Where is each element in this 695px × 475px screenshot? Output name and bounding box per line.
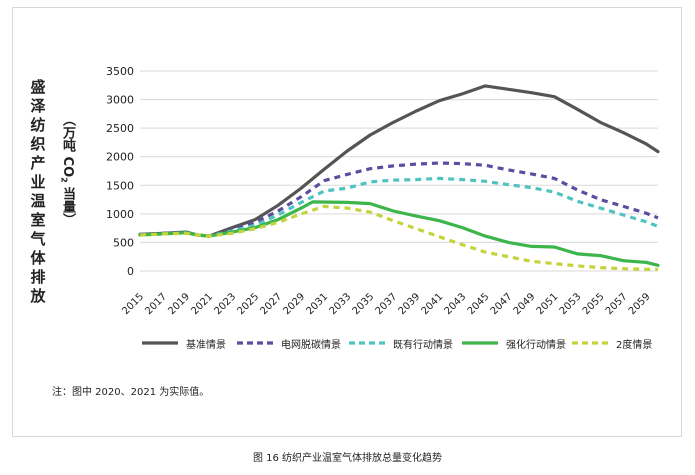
y-axis-unit-prefix: （万吨 CO (60, 113, 75, 178)
chart-note: 注：图中 2020、2021 为实际值。 (52, 387, 210, 398)
chart-legend: 基准情景 电网脱碳情景 既有行动情景 强化行动情景 2度情景 (140, 334, 670, 352)
legend-label: 电网脱碳情景 (281, 339, 341, 351)
y-tick-label: 3500 (106, 65, 134, 78)
x-tick-label: 2041 (420, 291, 446, 317)
x-tick-label: 2025 (235, 291, 261, 317)
legend-item-4: 2度情景 (570, 334, 652, 352)
legend-label: 2度情景 (616, 339, 653, 351)
x-tick-label: 2035 (351, 291, 377, 317)
series-lines (138, 84, 660, 271)
legend-swatch (349, 341, 385, 345)
x-tick-label: 2015 (120, 291, 146, 317)
x-tick-label: 2047 (489, 291, 515, 317)
x-tick-label: 2053 (558, 291, 584, 317)
x-tick-label: 2043 (443, 291, 469, 317)
legend-item-0: 基准情景 (140, 334, 226, 352)
x-tick-label: 2039 (397, 291, 423, 317)
legend-label: 强化行动情景 (506, 339, 566, 351)
y-axis-unit-suffix: 当量） (60, 182, 75, 227)
legend-item-1: 电网脱碳情景 (235, 334, 341, 352)
x-tick-label: 2031 (305, 291, 331, 317)
series-line-2 (139, 176, 659, 238)
series-line-4 (139, 204, 658, 271)
legend-item-3: 强化行动情景 (460, 334, 566, 352)
x-axis-ticks: 2015201720192021202320252027202920312033… (120, 291, 652, 317)
x-tick-label: 2027 (258, 291, 284, 317)
x-tick-label: 2029 (282, 291, 308, 317)
x-tick-label: 2051 (535, 291, 561, 317)
x-tick-label: 2033 (328, 291, 354, 317)
x-tick-label: 2059 (627, 291, 653, 317)
legend-swatch (237, 341, 273, 345)
legend-swatch (462, 341, 498, 345)
y-axis-unit-subscript: 2 (59, 177, 69, 183)
x-tick-label: 2021 (189, 291, 215, 317)
series-line-1 (139, 161, 659, 238)
legend-swatch (142, 341, 178, 345)
y-axis-label: 盛泽纺织产业温室气体排放 (30, 78, 46, 305)
legend-swatch (572, 341, 608, 345)
y-tick-label: 1000 (106, 208, 134, 221)
legend-item-2: 既有行动情景 (347, 334, 453, 352)
x-tick-label: 2055 (581, 291, 607, 317)
y-tick-label: 0 (127, 265, 134, 278)
grid-lines (140, 70, 658, 272)
legend-label: 基准情景 (186, 339, 226, 351)
y-tick-label: 2000 (106, 151, 134, 164)
x-tick-label: 2045 (466, 291, 492, 317)
y-axis-ticks: 0 500 1000 1500 2000 2500 3000 3500 (106, 65, 134, 278)
x-tick-label: 2019 (166, 291, 192, 317)
y-tick-label: 1500 (106, 179, 134, 192)
legend-label: 既有行动情景 (393, 339, 453, 351)
y-axis-unit: （万吨 CO2 当量） (58, 113, 77, 226)
figure-caption: 图 16 纺织产业温室气体排放总量变化趋势 (252, 453, 443, 464)
x-tick-label: 2049 (512, 291, 538, 317)
y-tick-label: 500 (113, 236, 134, 249)
x-tick-label: 2017 (143, 291, 169, 317)
x-tick-label: 2037 (374, 291, 400, 317)
figure-frame (12, 7, 682, 437)
x-tick-label: 2057 (604, 291, 630, 317)
y-tick-label: 3000 (106, 94, 134, 107)
x-tick-label: 2023 (212, 291, 238, 317)
y-tick-label: 2500 (106, 122, 134, 135)
